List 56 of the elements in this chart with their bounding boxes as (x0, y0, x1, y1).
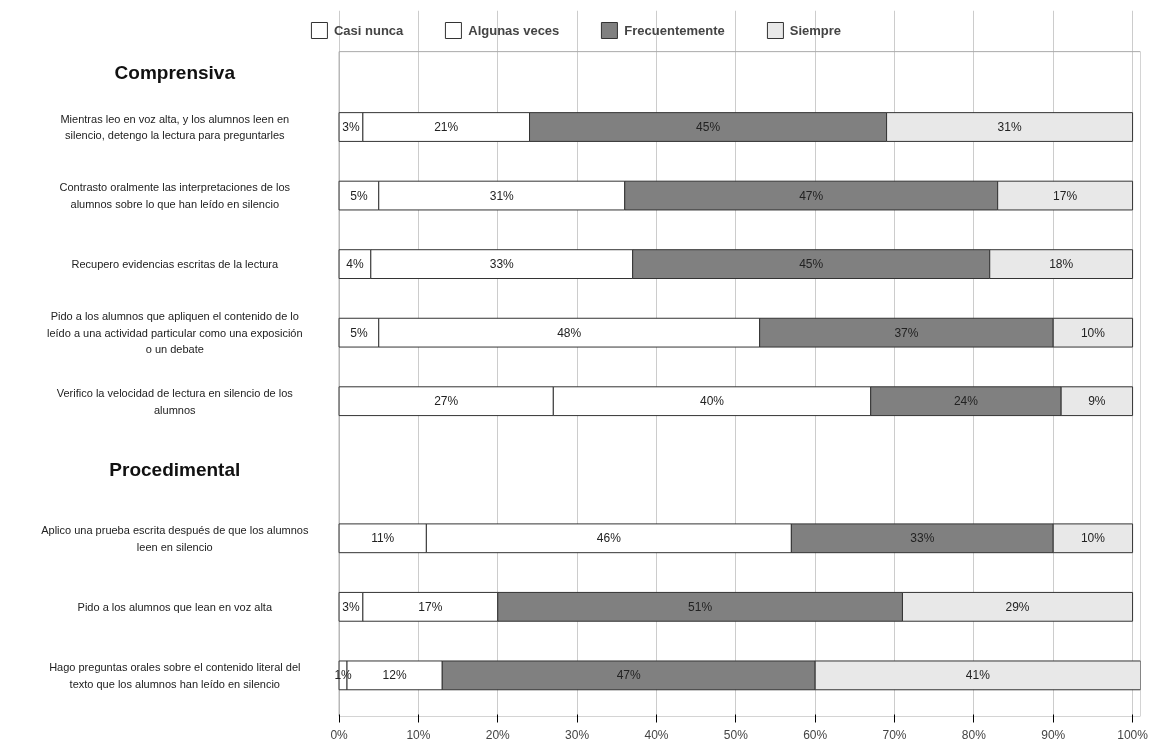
data-label: 31% (489, 188, 515, 203)
text: Procedimental (109, 459, 241, 481)
y-tick-label: Pido a los alumnos que lean en voz alta (77, 600, 273, 613)
y-tick-label: Contrasto oralmente las interpretaciones de los alumnos sobre lo que han leído en silencio (59, 181, 291, 210)
data-label: 37% (894, 325, 919, 340)
data-label: 3% (342, 599, 360, 614)
x-tick-label: 10% (406, 727, 431, 742)
data-label: 45% (696, 120, 721, 135)
data-label: 48% (557, 325, 582, 340)
data-label: 21% (434, 120, 459, 135)
y-tick-label: Pido a los alumnos que apliquen el contenido de lo leído a una actividad particular como una exposición o un debate (46, 309, 303, 356)
data-label: 4% (346, 257, 364, 272)
x-tick-label: 100% (1117, 727, 1149, 742)
text: Comprensiva (114, 61, 236, 83)
data-label: 41% (965, 668, 991, 683)
data-label: 31% (997, 120, 1022, 135)
y-tick-label: Mientras leo en voz alta, y los alumnos leen en silencio, detengo la lectura para preguntarles (60, 112, 290, 142)
data-label: 9% (1088, 394, 1106, 409)
data-label: 29% (1005, 599, 1030, 614)
x-tick-label: 50% (723, 727, 749, 742)
data-label: 3% (342, 120, 360, 135)
data-label: 17% (1053, 188, 1078, 203)
data-label: 24% (953, 394, 979, 409)
legend-label: Casi nunca (333, 22, 404, 38)
legend-label: Frecuentemente (624, 22, 725, 38)
data-label: 33% (910, 531, 935, 546)
data-label: 27% (434, 394, 459, 409)
y-tick-label: Recupero evidencias escritas de la lectura (71, 258, 279, 271)
x-tick-label: 70% (882, 727, 907, 742)
data-label: 40% (700, 394, 725, 409)
data-label: 10% (1080, 531, 1106, 546)
data-label: 17% (418, 599, 443, 614)
x-tick-label: 0% (330, 727, 349, 742)
data-label: 5% (350, 188, 368, 203)
data-label: 33% (489, 257, 515, 272)
data-label: 11% (371, 531, 395, 546)
x-tick-label: 90% (1041, 727, 1066, 742)
data-label: 18% (1049, 257, 1074, 272)
data-label: 46% (596, 531, 622, 546)
legend-label: Siempre (789, 22, 842, 38)
x-tick-label: 80% (961, 727, 987, 742)
y-tick-label: Hago preguntas orales sobre el contenido literal del texto que los alumnos han leído en silencio (49, 660, 301, 690)
x-tick-label: 20% (485, 727, 511, 742)
data-label: 45% (799, 257, 824, 272)
data-label: 5% (350, 325, 368, 340)
data-label: 47% (799, 188, 824, 203)
data-label: 51% (688, 599, 713, 614)
data-label: 47% (616, 668, 642, 683)
x-tick-label: 40% (644, 727, 669, 742)
y-tick-label: Verifico la velocidad de lectura en silencio de los alumnos (56, 386, 294, 416)
y-tick-label: Aplico una prueba escrita después de que los alumnos leen en silencio (41, 523, 309, 553)
legend-label: Algunas veces (468, 22, 560, 38)
x-tick-label: 30% (565, 727, 590, 742)
data-label: 12% (382, 668, 407, 683)
data-label: 10% (1080, 325, 1106, 340)
x-tick-label: 60% (803, 727, 828, 742)
